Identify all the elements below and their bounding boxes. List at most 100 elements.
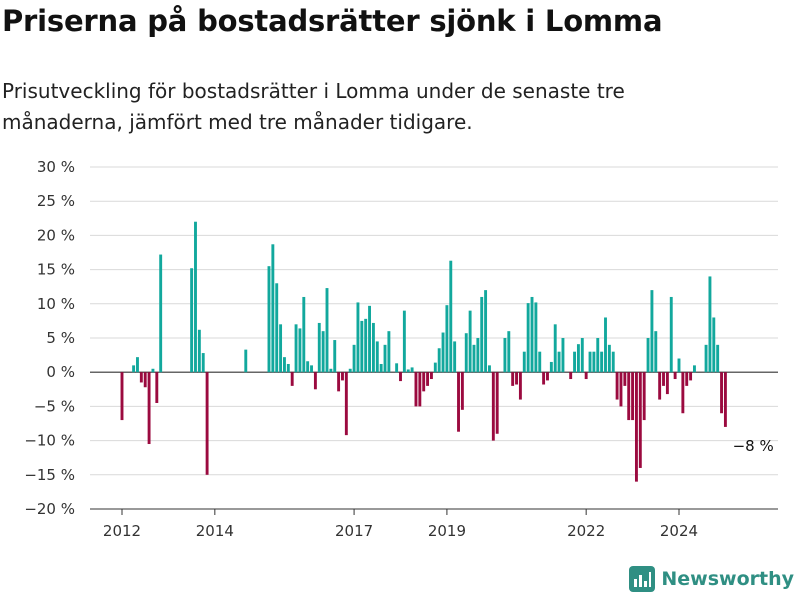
bar	[495, 372, 499, 434]
x-tick-label: 2024	[660, 522, 698, 540]
bar	[472, 344, 476, 373]
bar	[302, 296, 306, 373]
bar	[708, 276, 712, 373]
bar	[294, 324, 298, 373]
bar	[410, 367, 414, 373]
bar	[306, 361, 310, 373]
bar	[716, 344, 720, 373]
bar	[132, 365, 136, 373]
bar	[596, 338, 600, 373]
bar	[588, 351, 592, 373]
bar	[634, 372, 638, 482]
bar	[433, 362, 437, 373]
bar	[530, 296, 534, 373]
bar	[271, 244, 275, 373]
bar	[646, 338, 650, 373]
bars	[120, 221, 727, 482]
bar	[460, 372, 464, 410]
x-tick-label: 2017	[335, 522, 373, 540]
bar	[522, 351, 526, 373]
bar	[155, 372, 159, 403]
bar	[638, 372, 642, 468]
y-tick-label: 20 %	[37, 226, 75, 244]
bar	[344, 372, 348, 436]
bar	[375, 341, 379, 373]
bar	[337, 372, 341, 392]
bar	[279, 324, 283, 373]
bar	[371, 322, 375, 373]
bar	[290, 372, 294, 386]
bar	[441, 332, 445, 373]
bar	[457, 372, 460, 432]
bar	[557, 351, 561, 373]
bar	[662, 372, 665, 386]
bar	[143, 372, 147, 388]
bar	[426, 372, 430, 386]
bar	[139, 372, 143, 383]
y-tick-label: −5 %	[34, 397, 75, 415]
bar	[395, 363, 399, 373]
bar	[542, 372, 546, 385]
bar	[286, 363, 290, 373]
bar	[720, 372, 723, 414]
bar	[283, 357, 286, 373]
bar	[321, 331, 325, 373]
bar	[712, 317, 716, 373]
bar	[631, 372, 635, 421]
bar	[402, 310, 406, 373]
bar	[480, 296, 484, 373]
bar	[553, 324, 557, 373]
bar	[399, 372, 402, 382]
bar	[387, 331, 391, 373]
bar	[677, 358, 681, 373]
bar	[310, 365, 313, 373]
bar	[383, 344, 387, 373]
bar	[515, 372, 518, 385]
bar	[437, 348, 441, 373]
y-tick-label: 0 %	[46, 363, 75, 381]
y-tick-label: 10 %	[37, 295, 75, 313]
bar	[356, 302, 360, 373]
bar-chart: 30 % 25 % 20 % 15 % 10 % 5 % 0 % −5 % −10 % −15 %…	[24, 158, 778, 540]
bar	[329, 368, 333, 373]
bar	[313, 372, 317, 390]
bar	[352, 344, 356, 373]
bar	[673, 372, 677, 380]
bar	[642, 372, 646, 421]
bar	[147, 372, 151, 445]
bar	[244, 349, 248, 373]
brand-name: Newsworthy	[661, 568, 794, 590]
bar	[518, 372, 522, 400]
bar	[507, 331, 511, 373]
bar	[468, 310, 472, 373]
last-value-annotation: −8 %	[733, 437, 774, 455]
bar	[445, 305, 449, 373]
bar	[511, 372, 515, 386]
bar	[576, 344, 580, 373]
bar	[650, 290, 654, 373]
bar	[379, 363, 383, 373]
bar	[704, 344, 708, 373]
bar	[267, 266, 271, 373]
bar	[534, 302, 538, 373]
bar	[723, 372, 727, 427]
newsworthy-brand[interactable]: Newsworthy	[629, 566, 794, 592]
bar	[422, 372, 426, 392]
bar	[615, 372, 619, 400]
bar	[151, 368, 155, 373]
bar	[364, 318, 368, 373]
bar	[464, 333, 468, 373]
y-tick-label: 5 %	[46, 329, 75, 347]
bar	[654, 331, 658, 373]
bar	[484, 290, 488, 373]
y-tick-label: −15 %	[24, 466, 75, 484]
x-tick-label: 2022	[567, 522, 605, 540]
bar	[561, 338, 565, 373]
bar	[488, 365, 491, 373]
bar	[526, 303, 530, 373]
bar	[368, 305, 371, 373]
bar	[197, 329, 201, 373]
bar	[201, 353, 205, 373]
bar	[611, 351, 615, 373]
bar	[406, 369, 410, 373]
